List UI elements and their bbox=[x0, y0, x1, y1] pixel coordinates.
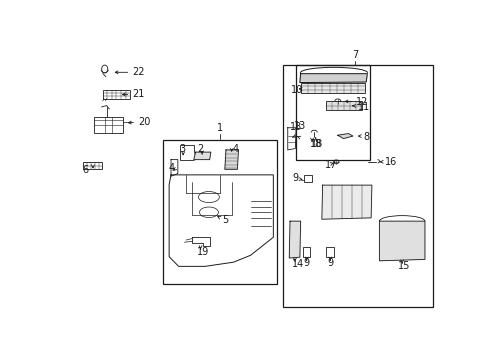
Bar bbox=[102, 90, 130, 99]
Bar bbox=[326, 102, 362, 110]
Bar bbox=[303, 175, 311, 183]
Polygon shape bbox=[224, 150, 238, 169]
Text: 7: 7 bbox=[351, 50, 357, 60]
Bar bbox=[296, 66, 369, 159]
Text: 3: 3 bbox=[179, 144, 185, 154]
Text: 12: 12 bbox=[355, 97, 367, 107]
Polygon shape bbox=[337, 134, 352, 139]
Text: 9: 9 bbox=[303, 258, 309, 268]
Bar bbox=[94, 117, 122, 133]
Text: 22: 22 bbox=[132, 67, 144, 77]
Text: 13: 13 bbox=[289, 122, 302, 132]
Text: 19: 19 bbox=[196, 247, 209, 257]
Text: 11: 11 bbox=[357, 102, 369, 112]
Text: 15: 15 bbox=[398, 261, 410, 271]
Bar bbox=[180, 145, 194, 159]
Text: 13: 13 bbox=[294, 121, 306, 131]
Polygon shape bbox=[193, 152, 210, 159]
Text: 9: 9 bbox=[327, 258, 333, 268]
Text: 5: 5 bbox=[222, 215, 228, 225]
Text: 1: 1 bbox=[217, 123, 223, 133]
Text: 14: 14 bbox=[291, 259, 303, 269]
Text: 21: 21 bbox=[132, 90, 144, 99]
Polygon shape bbox=[299, 74, 366, 82]
Text: 10: 10 bbox=[290, 85, 303, 95]
Text: 16: 16 bbox=[385, 157, 397, 167]
Text: 4: 4 bbox=[232, 144, 239, 153]
Text: 6: 6 bbox=[82, 165, 88, 175]
Bar bbox=[163, 140, 277, 284]
Text: 18: 18 bbox=[309, 139, 321, 149]
Text: 17: 17 bbox=[325, 160, 337, 170]
Text: 9: 9 bbox=[292, 173, 298, 183]
Text: 2: 2 bbox=[196, 144, 203, 154]
Bar bbox=[301, 82, 365, 93]
Text: 4: 4 bbox=[168, 163, 174, 174]
Polygon shape bbox=[379, 221, 424, 261]
Bar bbox=[282, 66, 432, 307]
Bar bbox=[83, 162, 102, 169]
Text: 18: 18 bbox=[310, 139, 322, 149]
Polygon shape bbox=[289, 221, 300, 258]
Text: 8: 8 bbox=[363, 132, 369, 141]
Bar bbox=[302, 247, 310, 257]
Bar bbox=[326, 247, 333, 257]
Polygon shape bbox=[321, 185, 371, 219]
Text: 20: 20 bbox=[138, 117, 150, 127]
